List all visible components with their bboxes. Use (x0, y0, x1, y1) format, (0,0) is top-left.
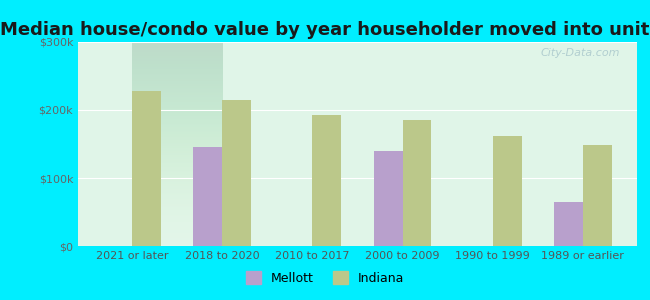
Bar (132, 91, 161, 246)
Bar (374, 151, 402, 246)
Bar (222, 100, 251, 246)
Legend: Mellott, Indiana: Mellott, Indiana (240, 265, 410, 291)
Text: Median house/condo value by year householder moved into unit: Median house/condo value by year househo… (0, 21, 650, 39)
Bar (313, 115, 341, 246)
Bar (583, 146, 612, 246)
Text: City-Data.com: City-Data.com (541, 48, 620, 58)
Bar (493, 136, 521, 246)
Bar (402, 120, 432, 246)
Bar (194, 147, 222, 246)
Bar (554, 202, 583, 246)
